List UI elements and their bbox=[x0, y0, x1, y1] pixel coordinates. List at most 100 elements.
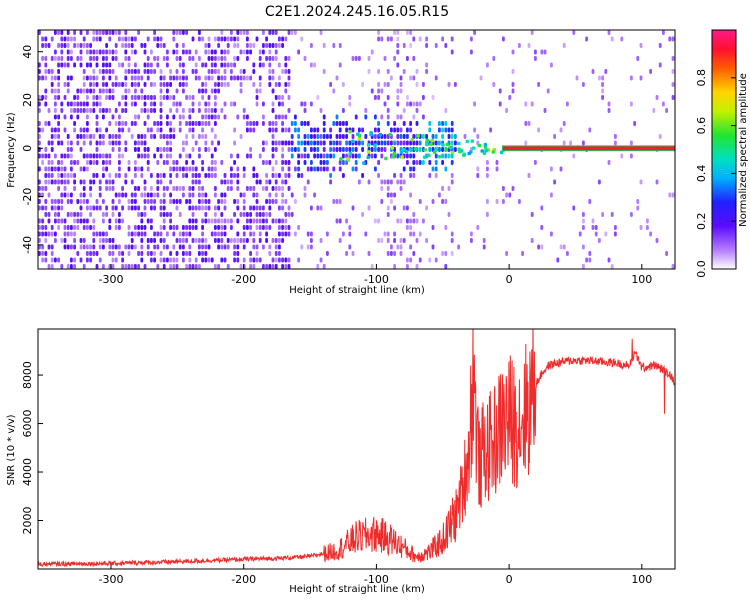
heatmap-cell bbox=[118, 218, 121, 224]
heatmap-cell bbox=[242, 108, 246, 113]
heatmap-cell bbox=[95, 127, 99, 133]
heatmap-cell bbox=[274, 160, 278, 165]
heatmap-cell bbox=[214, 264, 217, 269]
heatmap-cell bbox=[172, 49, 176, 55]
heatmap-peak bbox=[472, 146, 476, 150]
heatmap-cell bbox=[377, 218, 380, 224]
heatmap-cell bbox=[249, 121, 252, 126]
heatmap-cell bbox=[150, 225, 153, 230]
heatmap-cell bbox=[108, 62, 112, 68]
heatmap-cell bbox=[508, 192, 512, 198]
heatmap-cell bbox=[108, 244, 112, 250]
heatmap-cell bbox=[550, 62, 553, 68]
heatmap-cell bbox=[143, 147, 147, 152]
heatmap-cell bbox=[92, 153, 96, 159]
heatmap-cell bbox=[111, 69, 115, 74]
heatmap-cell bbox=[492, 56, 496, 61]
heatmap-cell bbox=[498, 88, 502, 94]
heatmap-cell bbox=[252, 127, 256, 133]
heatmap-cell bbox=[236, 218, 240, 224]
heatmap-cell bbox=[486, 62, 489, 68]
heatmap-peak bbox=[399, 150, 404, 154]
heatmap-cell bbox=[338, 134, 342, 139]
heatmap-cell bbox=[386, 212, 390, 217]
heatmap-cell bbox=[438, 147, 441, 152]
heatmap-cell bbox=[383, 231, 387, 237]
heatmap-cell bbox=[156, 173, 160, 178]
heatmap-cell bbox=[316, 205, 320, 211]
heatmap-cell bbox=[153, 192, 156, 198]
heatmap-cell bbox=[425, 43, 428, 48]
heatmap-cell bbox=[233, 56, 236, 61]
heatmap-cell bbox=[89, 251, 92, 256]
heatmap-cell bbox=[383, 140, 387, 146]
heatmap-cell bbox=[319, 205, 323, 211]
heatmap-cell bbox=[223, 225, 227, 230]
heatmap-cell bbox=[646, 218, 649, 224]
heatmap-cell bbox=[249, 43, 252, 48]
heatmap-cell bbox=[178, 30, 182, 35]
heatmap-cell bbox=[550, 231, 553, 237]
heatmap-cell bbox=[636, 199, 640, 204]
heatmap-cell bbox=[287, 186, 291, 191]
heatmap-cell bbox=[207, 49, 211, 55]
heatmap-cell bbox=[63, 82, 67, 87]
heatmap-cell bbox=[162, 264, 166, 269]
heatmap-cell bbox=[146, 160, 150, 165]
heatmap-cell bbox=[281, 264, 284, 269]
heatmap-cell bbox=[236, 56, 240, 61]
heatmap-cell bbox=[310, 101, 313, 107]
heatmap-cell bbox=[399, 244, 403, 250]
heatmap-cell bbox=[377, 147, 380, 152]
heatmap-cell bbox=[265, 225, 268, 230]
heatmap-cell bbox=[134, 225, 137, 230]
heatmap-cell bbox=[153, 121, 156, 126]
heatmap-cell bbox=[287, 82, 291, 87]
heatmap-cell bbox=[108, 238, 112, 243]
heatmap-cell bbox=[175, 75, 179, 81]
heatmap-cell bbox=[239, 192, 243, 198]
heatmap-cell bbox=[444, 225, 448, 230]
heatmap-cell bbox=[287, 56, 291, 61]
heatmap-cell bbox=[153, 231, 156, 237]
heatmap-cell bbox=[332, 140, 336, 146]
heatmap-cell bbox=[294, 231, 297, 237]
heatmap-cell bbox=[239, 264, 243, 269]
heatmap-cell bbox=[361, 140, 364, 146]
heatmap-cell bbox=[310, 147, 313, 152]
heatmap-cell bbox=[226, 218, 230, 224]
heatmap-cell bbox=[137, 147, 140, 152]
heatmap-cell bbox=[92, 225, 96, 230]
heatmap-cell bbox=[284, 179, 288, 185]
heatmap-cell bbox=[518, 43, 521, 48]
heatmap-cell bbox=[201, 205, 204, 211]
heatmap-cell bbox=[89, 179, 92, 185]
heatmap-cell bbox=[345, 147, 348, 152]
heatmap-cell bbox=[159, 75, 163, 81]
heatmap-cell bbox=[44, 179, 48, 185]
heatmap-cell bbox=[310, 205, 313, 211]
heatmap-peak bbox=[425, 138, 430, 143]
heatmap-cell bbox=[47, 264, 51, 269]
heatmap-cell bbox=[204, 238, 208, 243]
heatmap-cell bbox=[102, 114, 105, 120]
heatmap-cell bbox=[159, 134, 163, 139]
heatmap-cell bbox=[118, 225, 121, 230]
heatmap-cell bbox=[140, 108, 144, 113]
heatmap-cell bbox=[127, 62, 131, 68]
heatmap-cell bbox=[338, 147, 342, 152]
heatmap-cell bbox=[98, 231, 102, 237]
heatmap-cell bbox=[310, 127, 313, 133]
heatmap-cell bbox=[210, 166, 214, 172]
heatmap-peak bbox=[425, 142, 429, 147]
heatmap-cell bbox=[274, 114, 278, 120]
heatmap-cell bbox=[415, 108, 419, 113]
heatmap-cell bbox=[242, 212, 246, 217]
heatmap-cell bbox=[454, 147, 457, 152]
heatmap-cell bbox=[230, 238, 233, 243]
heatmap-cell bbox=[492, 82, 496, 87]
heatmap-cell bbox=[140, 218, 144, 224]
heatmap-cell bbox=[204, 199, 208, 204]
heatmap-peak bbox=[483, 142, 488, 147]
heatmap-cell bbox=[188, 166, 192, 172]
